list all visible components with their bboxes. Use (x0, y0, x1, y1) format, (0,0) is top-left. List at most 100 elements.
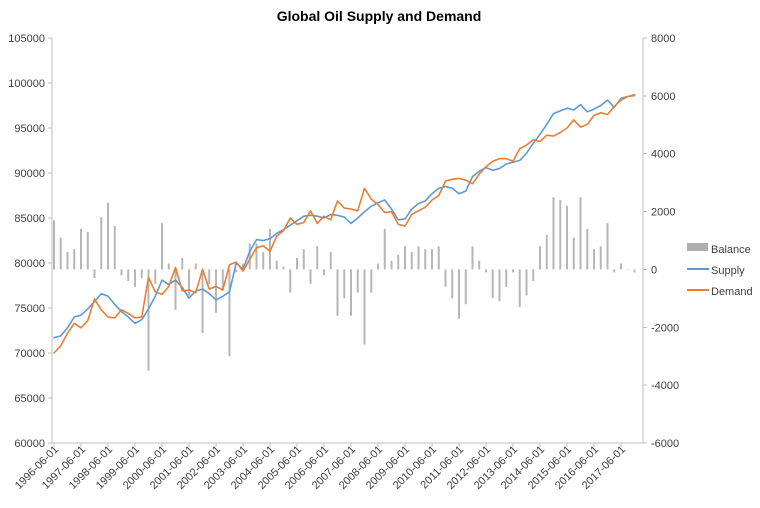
balance-bar (53, 220, 55, 270)
legend-item-supply: Supply (687, 265, 745, 277)
balance-bar (248, 243, 251, 270)
balance-bar (107, 202, 109, 270)
left-axis-tick-label: 90000 (14, 168, 45, 180)
right-axis-labels: 8000 6000 4000 2000 0 -2000 -4000 -6000 (651, 33, 679, 450)
balance-bar (275, 260, 278, 270)
balance-bar (613, 269, 616, 273)
legend: Balance Supply Demand (687, 243, 753, 298)
left-axis-tick-label: 65000 (14, 393, 45, 405)
left-axis-tick-label: 100000 (8, 78, 45, 90)
balance-bar (545, 234, 548, 270)
balance-bar (167, 263, 170, 270)
legend-item-demand: Demand (687, 286, 753, 298)
balance-bar (431, 249, 433, 270)
balance-bars-group (53, 197, 636, 371)
balance-bar (262, 252, 265, 270)
balance-bar (633, 269, 636, 273)
left-axis-tick-label: 95000 (14, 123, 45, 135)
balance-bar (296, 257, 298, 270)
balance-bar (498, 269, 501, 302)
balance-bar (80, 228, 82, 270)
balance-bar (485, 269, 487, 273)
balance-bar (404, 246, 406, 270)
balance-bar (471, 246, 474, 270)
balance-bar (336, 269, 339, 316)
balance-bar (383, 228, 386, 270)
balance-bar (86, 231, 89, 270)
balance-bar (606, 223, 609, 270)
balance-bar (552, 197, 555, 270)
balance-bar (343, 269, 346, 299)
balance-bar (289, 269, 292, 293)
balance-bar (363, 269, 366, 345)
balance-bar (512, 269, 514, 273)
balance-bar (417, 246, 420, 270)
balance-bar (228, 269, 231, 357)
balance-bar (147, 269, 150, 371)
balance-bar (599, 246, 602, 270)
balance-bar (181, 257, 184, 270)
balance-bar (566, 205, 568, 270)
left-axis-tick-label: 80000 (14, 258, 45, 270)
demand-line (53, 93, 636, 354)
balance-bar (242, 263, 244, 270)
balance-bar (505, 269, 508, 287)
balance-bar (302, 249, 305, 270)
legend-label-supply: Supply (711, 265, 745, 277)
legend-label-demand: Demand (711, 286, 753, 298)
axes-group (48, 37, 647, 447)
supply-line (53, 94, 636, 339)
balance-bar (154, 269, 157, 284)
right-axis-tick-label: -2000 (651, 322, 679, 334)
balance-bar (316, 246, 319, 270)
balance-bar (221, 269, 224, 290)
balance-bar (518, 269, 521, 308)
balance-bar (539, 246, 541, 270)
legend-label-balance: Balance (711, 244, 751, 256)
left-axis-tick-label: 105000 (8, 33, 45, 45)
balance-bar (478, 260, 481, 270)
balance-bar (586, 228, 589, 270)
balance-bar (350, 269, 352, 316)
balance-bar (208, 269, 211, 284)
balance-bar (323, 269, 325, 276)
balance-bar (410, 252, 413, 270)
left-axis-tick-label: 70000 (14, 348, 45, 360)
right-axis-tick-label: 8000 (651, 33, 675, 45)
balance-bar (66, 252, 69, 270)
balance-bar (525, 269, 528, 296)
right-axis-tick-label: -6000 (651, 438, 679, 450)
balance-bar (464, 269, 467, 305)
balance-bar (255, 243, 258, 270)
balance-bar (215, 269, 217, 313)
balance-bar (356, 269, 359, 293)
balance-bar (559, 200, 562, 270)
right-axis-tick-label: 0 (651, 264, 657, 276)
balance-bar (451, 269, 454, 299)
left-axis-tick-label: 75000 (14, 303, 45, 315)
balance-bar (282, 266, 285, 270)
balance-bar (329, 252, 332, 270)
balance-bar (444, 269, 447, 287)
right-axis-tick-label: 4000 (651, 149, 675, 161)
balance-bar (59, 237, 62, 270)
right-axis-tick-label: 6000 (651, 91, 675, 103)
balance-bar (620, 263, 622, 270)
balance-bar (161, 223, 163, 270)
balance-bar (73, 249, 76, 270)
balance-bar (120, 269, 123, 276)
balance-bar (100, 217, 103, 270)
chart-title: Global Oil Supply and Demand (277, 8, 482, 24)
left-axis-labels: 105000 100000 95000 90000 85000 80000 75000 700… (8, 33, 45, 450)
balance-bar (93, 269, 96, 279)
balance-bar (134, 269, 136, 287)
balance-swatch-icon (687, 243, 708, 251)
balance-bar (458, 269, 460, 319)
balance-bar (188, 269, 190, 296)
balance-bar (579, 197, 582, 270)
balance-bar (174, 269, 177, 310)
balance-bar (572, 237, 575, 270)
x-axis-labels: 1996-06-011997-06-011998-06-011999-06-01… (13, 444, 628, 492)
balance-bar (235, 269, 238, 273)
